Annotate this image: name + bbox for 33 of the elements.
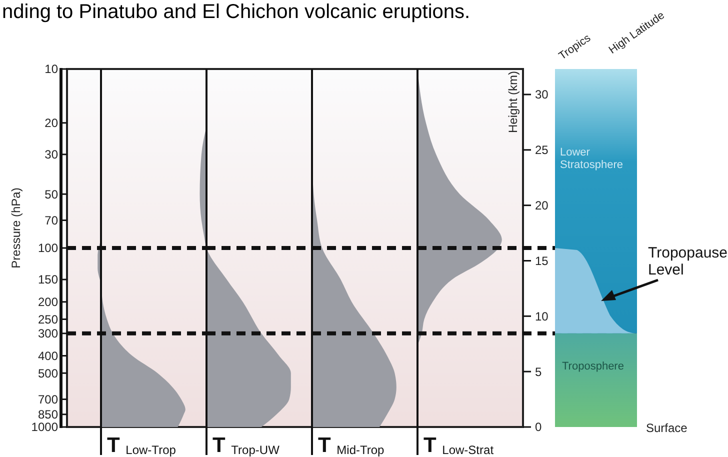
text: Tropopause Level: [648, 244, 728, 279]
y-tick-label: 400: [38, 348, 58, 363]
y2-axis-title: Height (km): [506, 71, 520, 134]
y-tick-label: 70: [44, 213, 58, 228]
series-label: T$_{Trop-UW}$: [212, 434, 280, 457]
y-tick-label: 700: [38, 392, 58, 406]
y-tick-label: 50: [44, 187, 58, 202]
y-tick-label: 250: [38, 312, 58, 326]
y-tick-label: 850: [38, 408, 58, 422]
text: nding to Pinatubo and El Chichon volcanic eruptions.: [2, 1, 470, 23]
y2-tick-label: 30: [535, 88, 549, 102]
y-axis-title: Pressure (hPa): [9, 188, 23, 268]
y2-tick-label: 25: [535, 143, 549, 158]
y2-tick-label: 10: [535, 309, 549, 324]
y2-tick-label: 5: [535, 364, 542, 379]
text: Surface: [646, 421, 688, 435]
y-tick-label: 30: [44, 148, 58, 162]
text: T$_{Low-Strat}$: [424, 434, 494, 457]
y2-tick-label: 20: [535, 198, 549, 213]
y-tick-label: 200: [38, 295, 58, 310]
series-label: T$_{Low-Trop}$: [107, 434, 176, 457]
y-tick-label: 1000: [31, 420, 58, 434]
y2-tick-label: 15: [535, 254, 549, 268]
y-tick-label: 150: [38, 272, 58, 287]
y-tick-label: 100: [38, 241, 58, 256]
y2-tick-label: 0: [535, 420, 542, 434]
text: Lower Stratosphere: [560, 146, 623, 172]
y-tick-label: 20: [44, 116, 58, 130]
y-tick-label: 300: [38, 326, 58, 341]
y-tick-label: 500: [38, 366, 58, 380]
y-tick-label: 10: [44, 62, 58, 76]
text: Troposphere: [562, 360, 624, 372]
series-label: T$_{Mid-Trop}$: [318, 434, 385, 457]
